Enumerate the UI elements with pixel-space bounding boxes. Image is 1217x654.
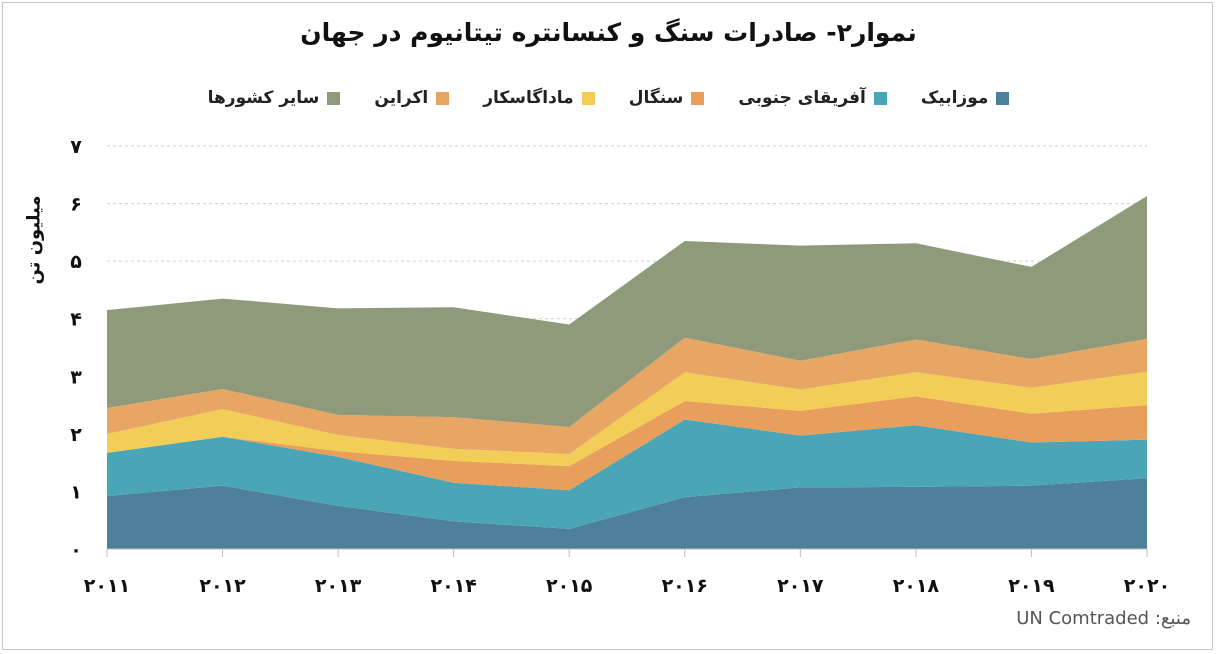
x-tick-label: ۲۰۱۴ (430, 575, 476, 597)
area-series-0 (107, 478, 1147, 549)
y-tick-label: ۱ (70, 481, 82, 503)
y-tick-label: ۵ (70, 251, 82, 273)
y-tick-label: ۶ (70, 194, 82, 216)
x-tick-label: ۲۰۱۷ (777, 575, 824, 597)
y-tick-label: ۷ (70, 136, 82, 158)
x-tick-label: ۲۰۱۳ (315, 575, 362, 597)
x-tick-label: ۲۰۱۶ (662, 575, 708, 597)
area-series-3 (107, 371, 1147, 467)
x-tick-label: ۲۰۱۵ (546, 575, 593, 597)
legend-item-senegal: سنگال (629, 88, 705, 108)
legend-item-ukraine: اکراین (374, 88, 450, 108)
y-tick-label: ۰ (70, 539, 82, 561)
legend-swatch (691, 91, 705, 105)
legend-label: آفریقای جنوبی (738, 88, 866, 108)
legend-label: ماداگاسکار (483, 88, 574, 108)
chart-legend: موزابیک آفریقای جنوبی سنگال ماداگاسکار ا… (0, 88, 1217, 108)
y-tick-label: ۴ (70, 309, 82, 331)
x-tick-label: ۲۰۱۸ (893, 575, 940, 597)
area-series-1 (107, 419, 1147, 529)
area-series-2 (107, 396, 1147, 491)
source-label: منبع: (1154, 608, 1191, 629)
x-tick-label: ۲۰۱۹ (1008, 575, 1055, 597)
legend-item-madagascar: ماداگاسکار (483, 88, 595, 108)
source-value: UN Comtraded (1016, 608, 1150, 629)
legend-swatch (873, 91, 887, 105)
legend-swatch (436, 91, 450, 105)
x-tick-label: ۲۰۱۱ (84, 575, 130, 597)
y-tick-label: ۲ (70, 424, 82, 446)
chart-title: نموار۲- صادرات سنگ و کنسانتره تیتانیوم د… (300, 18, 917, 47)
legend-swatch (327, 91, 341, 105)
legend-swatch (996, 91, 1010, 105)
source-note: منبع: UN Comtraded (1016, 608, 1191, 629)
area-series-5 (107, 196, 1147, 427)
legend-label: سایر کشورها (207, 88, 320, 108)
x-tick-label: ۲۰۱۲ (199, 575, 246, 597)
y-tick-label: ۳ (70, 366, 82, 388)
legend-swatch (581, 91, 595, 105)
x-tick-label: ۲۰۲۰ (1124, 575, 1170, 597)
legend-item-south-africa: آفریقای جنوبی (738, 88, 887, 108)
legend-label: موزابیک (920, 88, 989, 108)
legend-item-mozambique: موزابیک (921, 88, 1010, 108)
legend-item-other-countries: سایر کشورها (208, 88, 341, 108)
legend-label: سنگال (628, 88, 684, 108)
legend-label: اکراین (374, 88, 429, 108)
area-series-4 (107, 337, 1147, 455)
